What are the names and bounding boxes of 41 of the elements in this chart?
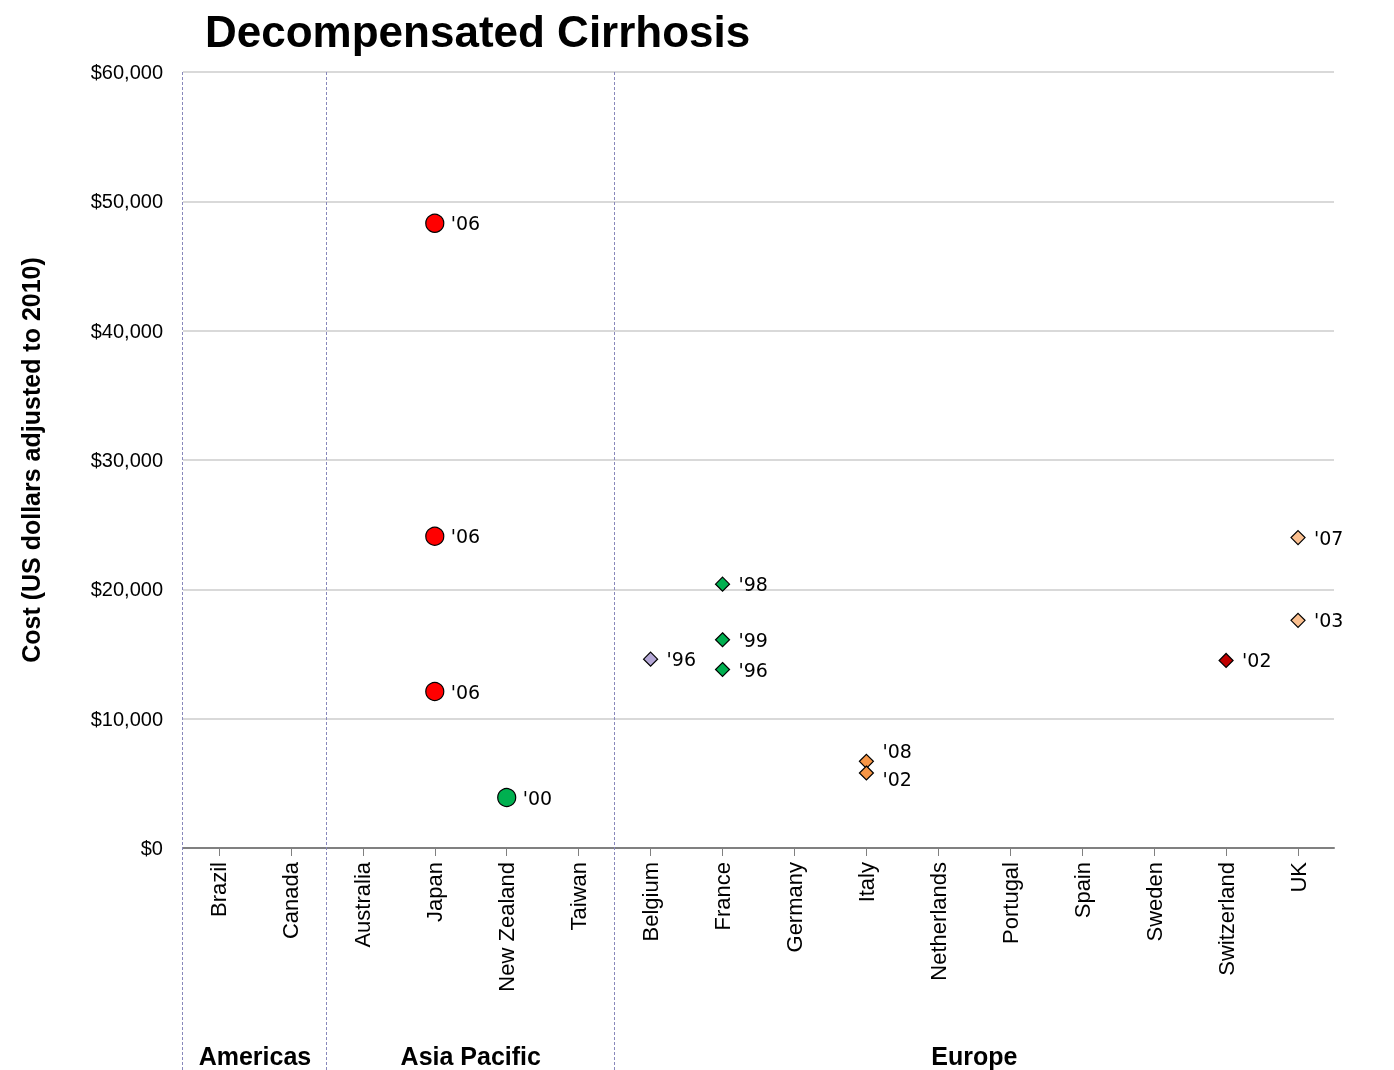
- x-tick-label: Taiwan: [566, 862, 592, 931]
- x-tick-label: Brazil: [206, 862, 232, 918]
- x-tick-label: Germany: [781, 862, 807, 953]
- annotation: '02: [882, 767, 912, 790]
- y-axis-title: Cost (US dollars adjusted to 2010): [16, 257, 45, 663]
- annotation: '06: [450, 212, 481, 235]
- annotation: '96: [738, 658, 768, 681]
- x-tick-label: France: [710, 862, 736, 931]
- x-tick-label: New Zealand: [494, 862, 520, 992]
- text: Asia Pacific: [400, 1041, 542, 1070]
- x-tick-label: Italy: [853, 862, 879, 903]
- x-tick-label: Spain: [1069, 862, 1095, 919]
- text: Americas: [198, 1041, 312, 1070]
- x-tick-label: UK: [1285, 861, 1311, 893]
- annotation: '03: [1314, 609, 1344, 632]
- annotation: '06: [450, 680, 481, 703]
- annotation: '00: [522, 786, 553, 809]
- y-tick-label: $0: [140, 837, 163, 859]
- y-tick-label: $50,000: [90, 190, 163, 213]
- x-tick-label: Canada: [278, 861, 304, 940]
- annotation: '02: [1242, 649, 1272, 672]
- annotation: '99: [738, 628, 768, 651]
- text: Europe: [931, 1041, 1018, 1070]
- annotation: '08: [882, 740, 912, 763]
- y-tick-label: $40,000: [90, 319, 163, 342]
- annotation: '98: [738, 573, 768, 596]
- x-tick-label: Portugal: [997, 862, 1023, 944]
- annotation: '96: [666, 648, 696, 671]
- x-tick-label: Netherlands: [925, 862, 951, 981]
- x-tick-label: Sweden: [1141, 862, 1167, 942]
- x-tick-label: Japan: [422, 862, 448, 922]
- x-tick-label: Switzerland: [1213, 862, 1239, 976]
- y-tick-label: $20,000: [90, 578, 163, 601]
- y-tick-label: $30,000: [90, 449, 163, 471]
- annotation: '07: [1314, 526, 1344, 549]
- y-tick-label: $10,000: [90, 707, 163, 730]
- chart-title: Decompensated Cirrhosis: [205, 6, 751, 56]
- x-tick-label: Belgium: [638, 862, 664, 942]
- x-tick-label: Australia: [350, 861, 376, 948]
- annotation: '06: [450, 525, 481, 548]
- y-tick-label: $60,000: [90, 61, 163, 83]
